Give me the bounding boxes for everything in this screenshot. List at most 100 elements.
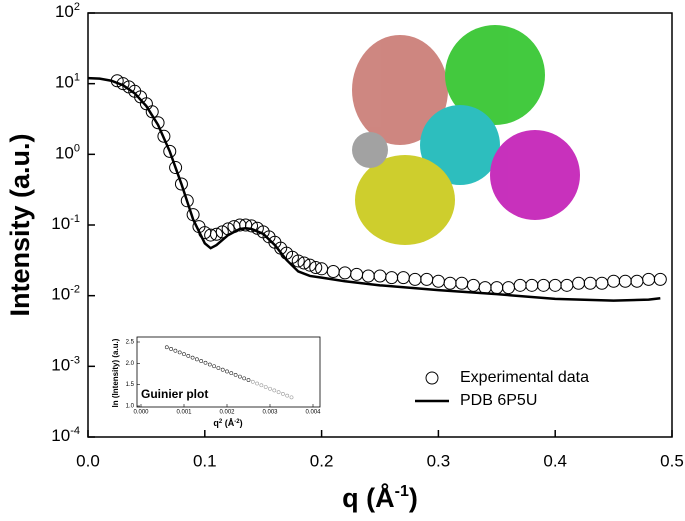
inset-point (276, 390, 281, 395)
data-point (204, 228, 218, 242)
x-tick-label: 0.0 (76, 451, 100, 470)
data-point (180, 194, 194, 208)
inset-point (207, 362, 212, 367)
inset-y-tick-label: 1.0 (126, 404, 135, 410)
legend: Experimental data PDB 6P5U (415, 369, 589, 409)
inset-y-tick-label: 2.5 (126, 340, 135, 346)
y-tick-label-part: 10 (55, 144, 74, 163)
y-tick-label-part: 10 (51, 426, 70, 445)
data-point (174, 177, 188, 191)
y-tick-label-sup: -1 (70, 213, 80, 225)
inset-point (285, 393, 290, 398)
y-tick-label: 10-2 (51, 284, 80, 305)
data-point (653, 272, 667, 286)
inset-point (242, 376, 247, 381)
inset-point (263, 385, 268, 389)
legend-label: PDB 6P5U (460, 392, 537, 409)
data-point (309, 261, 323, 275)
x-axis-title-sup: -1 (395, 483, 409, 500)
inset-point (225, 369, 229, 374)
y-tick-label-sup: -2 (70, 284, 80, 296)
inset-x-tick-label: 0.001 (176, 410, 192, 416)
y-tick-label: 10-4 (51, 425, 80, 446)
inset-annotation: Guinier plot (141, 387, 208, 401)
legend-label: Experimental data (460, 369, 589, 386)
inset-point (194, 357, 199, 362)
inset-point (229, 371, 234, 376)
inset-x-axis-title-sup: -2 (234, 419, 240, 425)
inset-x-tick-label: 0.004 (305, 410, 321, 416)
y-tick-label-part: 10 (51, 214, 70, 233)
inset-x-axis-title-part: (Å (222, 418, 234, 428)
inset-x-axis-title-sup: 2 (219, 419, 223, 425)
x-tick-label: 0.1 (193, 451, 217, 470)
data-point (291, 254, 305, 268)
data-point (303, 258, 317, 272)
inset-point (173, 348, 178, 353)
inset-point (233, 372, 238, 377)
y-tick-label-sup: 2 (74, 1, 80, 13)
y-tick-label: 101 (55, 72, 80, 93)
inset-point (164, 345, 169, 350)
inset-point (268, 386, 272, 391)
inset-point (289, 395, 294, 400)
x-tick-label: 0.4 (543, 451, 567, 470)
y-tick-label: 102 (55, 1, 80, 22)
x-axis-title: q (Å-1) (342, 482, 418, 513)
inset-point (246, 378, 251, 382)
inset-point (250, 379, 255, 384)
inset-point (272, 388, 277, 393)
y-tick-label-sup: -4 (70, 425, 80, 437)
inset-point (203, 360, 208, 365)
data-point (163, 144, 177, 158)
y-tick-label-sup: 1 (74, 72, 80, 84)
inset-point (220, 367, 225, 372)
inset-x-axis-title-part: ) (240, 418, 243, 428)
data-point (169, 161, 183, 175)
data-point (297, 256, 311, 270)
inset-point (177, 350, 182, 355)
y-tick-label-part: 10 (51, 285, 70, 304)
y-tick-label-part: 10 (51, 356, 70, 375)
inset-y-tick-label: 2.0 (126, 361, 135, 367)
inset-point (199, 359, 204, 363)
x-axis-title-part: ) (409, 483, 418, 513)
inset-point (237, 374, 242, 379)
inset-point (255, 381, 260, 386)
inset-y-tick-label: 1.5 (126, 382, 135, 388)
y-tick-label: 10-1 (51, 213, 80, 234)
y-tick-label: 10-3 (51, 354, 80, 375)
inset-y-axis-title: ln (Intensity) (a.u.) (111, 338, 120, 407)
data-point (215, 225, 229, 239)
inset-point (212, 364, 217, 369)
inset-x-axis-title-part: q (213, 418, 219, 428)
x-tick-label: 0.3 (427, 451, 451, 470)
data-point (157, 129, 171, 143)
inset-x-tick-label: 0.002 (219, 410, 235, 416)
y-tick-label-part: 10 (55, 2, 74, 21)
inset-point (190, 355, 195, 360)
data-point (151, 116, 165, 130)
x-tick-label: 0.5 (660, 451, 684, 470)
inset-point (280, 391, 285, 396)
y-tick-label: 100 (55, 142, 80, 163)
inset-point (169, 347, 174, 351)
inset-x-axis-title: q2 (Å-2) (213, 418, 242, 428)
y-tick-label-part: 10 (55, 73, 74, 92)
y-tick-label-sup: -3 (70, 354, 80, 366)
data-point (245, 219, 259, 233)
inset-point (216, 366, 221, 370)
inset-point (182, 352, 186, 357)
x-axis-title-part: q (Å (342, 482, 394, 513)
inset-point (259, 383, 264, 388)
y-axis-title: Intensity (a.u.) (5, 133, 35, 316)
y-tick-label-sup: 0 (74, 142, 80, 154)
protein-structure (352, 25, 580, 245)
legend-marker (425, 371, 439, 385)
inset-x-tick-label: 0.003 (262, 410, 278, 416)
data-point (239, 218, 253, 232)
data-point (209, 227, 223, 241)
inset-point (186, 353, 191, 358)
inset-x-tick-label: 0.000 (133, 410, 149, 416)
